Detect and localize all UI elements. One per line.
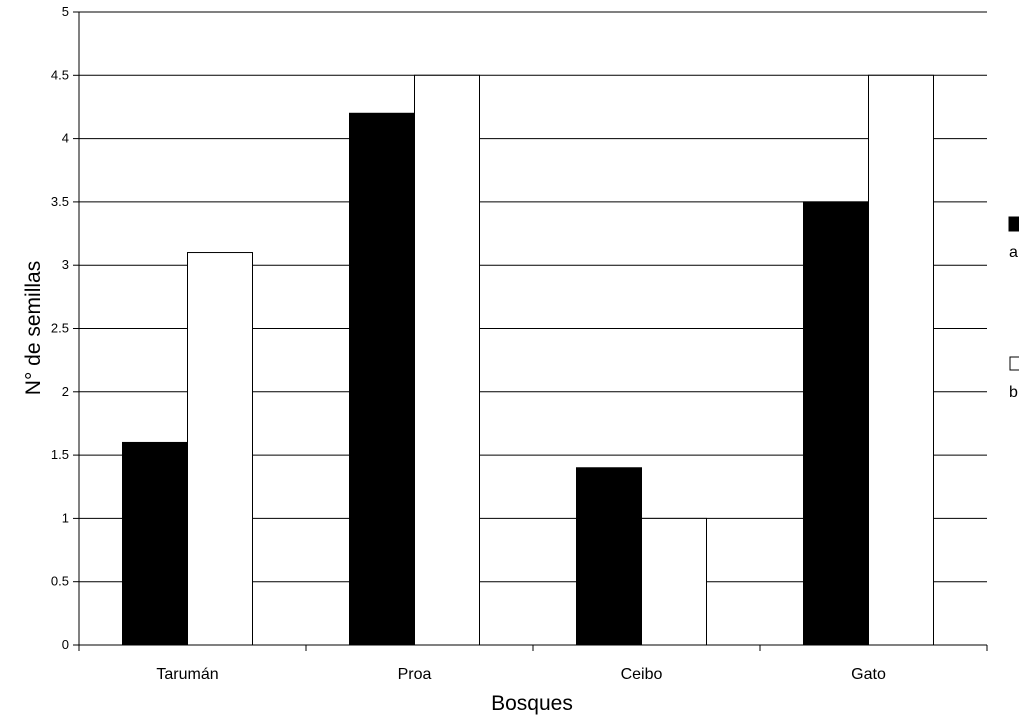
bar-b-0	[187, 252, 253, 646]
category-label: Gato	[851, 666, 886, 683]
bars	[122, 74, 934, 646]
bar-b-3	[868, 74, 934, 646]
y-tick-label: 5	[62, 4, 69, 19]
bar-b-2	[641, 517, 707, 646]
category-label: Ceibo	[621, 666, 663, 683]
bar-a-3	[803, 201, 869, 646]
category-label: Tarumán	[156, 666, 218, 683]
legend: a b	[1008, 216, 1019, 401]
y-tick-labels: 0 0.5 1 1.5 2 2.5 3 3.5 4 4.5 5	[51, 4, 69, 652]
y-tick-label: 3	[62, 257, 69, 272]
axes	[73, 11, 988, 651]
bar-a-1	[349, 112, 415, 646]
category-label: Proa	[398, 666, 432, 683]
y-tick-label: 4	[62, 131, 69, 146]
legend-swatch-b	[1009, 356, 1019, 371]
y-axis-title: N° de semillas	[22, 261, 45, 395]
bar-a-0	[122, 441, 188, 646]
y-tick-label: 4.5	[51, 67, 69, 82]
x-axis-title: Bosques	[491, 692, 573, 715]
y-tick-label: 0.5	[51, 574, 69, 589]
legend-label-a: a	[1009, 244, 1018, 261]
y-tick-label: 2	[62, 384, 69, 399]
bar-a-2	[576, 467, 642, 646]
y-tick-label: 0	[62, 637, 69, 652]
y-tick-label: 2.5	[51, 321, 69, 336]
y-tick-label: 1.5	[51, 447, 69, 462]
legend-label-b: b	[1009, 384, 1018, 401]
y-tick-label: 1	[62, 510, 69, 525]
bar-b-1	[414, 74, 480, 646]
y-tick-label: 3.5	[51, 194, 69, 209]
legend-swatch-a	[1008, 216, 1019, 232]
category-labels: Tarumán Proa Ceibo Gato	[156, 666, 886, 683]
